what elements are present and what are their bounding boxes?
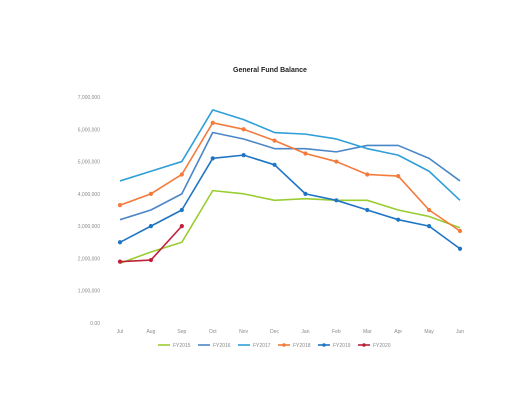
x-tick-label: Jan — [301, 329, 309, 335]
data-point — [396, 217, 401, 222]
y-tick-label: 1,000,000 — [78, 289, 100, 295]
data-point — [426, 207, 432, 213]
legend-item: FY2020 — [358, 343, 391, 349]
data-point — [457, 228, 463, 234]
legend-item: FY2018 — [278, 343, 311, 349]
y-tick-label: 7,000,000 — [78, 95, 100, 101]
data-point — [210, 120, 215, 125]
legend-item: FY2015 — [158, 343, 191, 349]
series-line — [119, 154, 461, 250]
x-tick-label: Apr — [394, 329, 402, 335]
data-point — [272, 162, 277, 167]
legend-item: FY2017 — [238, 343, 271, 349]
series-line — [119, 131, 461, 221]
x-tick-label: Aug — [146, 329, 155, 335]
data-point — [334, 159, 339, 164]
legend-label: FY2020 — [373, 343, 391, 349]
data-point — [148, 191, 154, 196]
data-point — [365, 207, 370, 213]
legend-label: FY2019 — [333, 343, 351, 349]
data-point — [334, 198, 339, 203]
y-tick-label: 0.00 — [90, 321, 100, 327]
legend-label: FY2015 — [173, 343, 191, 349]
y-tick-label: 2,000,000 — [78, 256, 100, 262]
x-tick-label: Mar — [363, 329, 372, 335]
data-point — [303, 151, 308, 156]
data-point — [303, 191, 308, 196]
legend-label: FY2016 — [213, 343, 231, 349]
y-tick-label: 4,000,000 — [78, 192, 100, 198]
legend-marker — [322, 343, 326, 347]
legend-label: FY2017 — [253, 343, 271, 349]
y-tick-label: 6,000,000 — [78, 127, 100, 133]
data-point — [117, 240, 123, 245]
data-point — [272, 138, 277, 143]
legend-item: FY2019 — [318, 343, 351, 349]
data-point — [117, 203, 123, 208]
legend-item: FY2016 — [198, 343, 231, 349]
data-point — [241, 127, 246, 132]
data-point — [457, 246, 463, 251]
x-tick-label: Jun — [456, 329, 464, 335]
data-point — [179, 172, 184, 177]
data-point — [426, 224, 432, 229]
legend-marker — [282, 343, 286, 347]
series-line — [119, 122, 461, 232]
data-point — [241, 153, 246, 158]
x-tick-label: Nov — [239, 329, 248, 335]
data-point — [396, 174, 401, 179]
y-tick-label: 3,000,000 — [78, 224, 100, 230]
data-point — [148, 224, 154, 229]
x-tick-label: Jul — [117, 329, 123, 335]
data-point — [210, 156, 215, 161]
x-tick-label: Dec — [270, 329, 279, 335]
data-point — [179, 207, 184, 213]
data-point — [148, 257, 154, 263]
series-line — [119, 189, 461, 265]
legend-marker — [362, 343, 366, 347]
x-tick-label: May — [424, 329, 434, 335]
data-point — [179, 224, 184, 229]
x-tick-label: Feb — [332, 329, 341, 335]
data-point — [117, 259, 123, 264]
legend-label: FY2018 — [293, 343, 311, 349]
series-line — [119, 225, 183, 263]
series-line — [119, 109, 461, 201]
data-point — [365, 172, 370, 177]
x-tick-label: Oct — [209, 329, 217, 335]
chart-title: General Fund Balance — [233, 67, 307, 74]
y-tick-label: 5,000,000 — [78, 160, 100, 166]
x-tick-label: Sep — [177, 329, 186, 335]
